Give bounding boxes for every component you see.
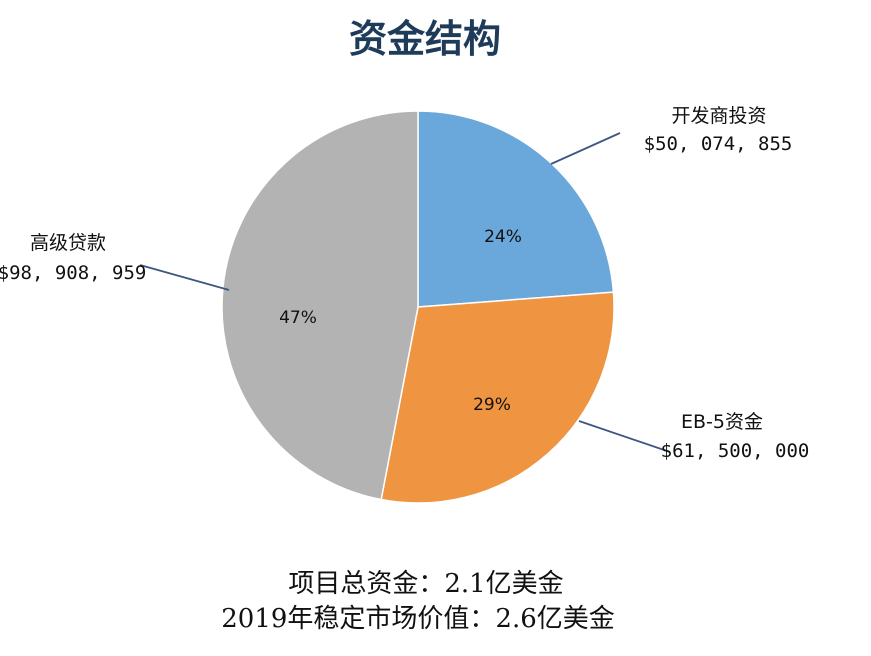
pie-slice-senior-loan: [221, 110, 419, 501]
footer-market-value: 2019年稳定市场价值：2.6亿美金: [221, 604, 615, 634]
footer-total-funding: 项目总资金：2.1亿美金: [288, 569, 563, 599]
leader-line-senior-loan: [139, 264, 230, 291]
callout-amount-senior-loan: $98, 908, 959: [0, 262, 146, 284]
leader-lines: [139, 132, 671, 453]
chart-title: 资金结构: [349, 16, 501, 61]
leader-line-eb5: [578, 420, 671, 453]
callout-amount-eb5: $61, 500, 000: [661, 440, 810, 462]
pie-slice-developer: [417, 110, 615, 308]
callout-name-eb5: EB-5资金: [681, 411, 763, 433]
callout-amount-developer: $50, 074, 855: [644, 133, 793, 155]
slice-percent-label-developer: 24%: [484, 227, 522, 247]
slice-percent-label-eb5: 29%: [473, 395, 511, 415]
leader-line-developer: [550, 132, 621, 165]
slice-percent-label-senior-loan: 47%: [279, 308, 317, 328]
pie-slices: [221, 110, 615, 504]
callout-name-developer: 开发商投资: [671, 105, 766, 127]
callout-name-senior-loan: 高级贷款: [30, 232, 106, 254]
pie-slice-eb5: [380, 291, 615, 504]
